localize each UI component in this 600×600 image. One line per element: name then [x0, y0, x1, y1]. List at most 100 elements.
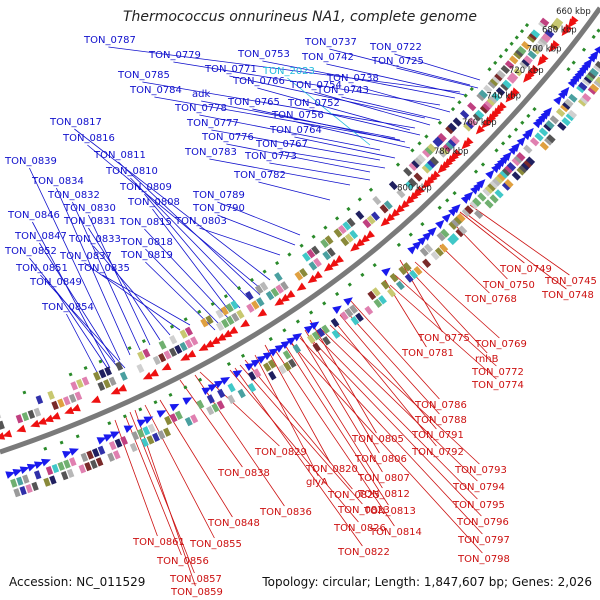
reverse-gene-label[interactable]: TON_0794 — [452, 482, 505, 493]
forward-gene-label[interactable]: TON_0817 — [49, 117, 102, 128]
forward-gene-label[interactable]: TON_0773 — [244, 151, 297, 162]
position-marker — [236, 286, 242, 291]
forward-gene-label[interactable]: TON_0803 — [174, 216, 227, 227]
reverse-gene-label[interactable]: TON_0793 — [454, 465, 507, 476]
forward-gene-label[interactable]: TON_0835 — [77, 263, 130, 274]
forward-gene-label[interactable]: TON_0854 — [41, 302, 94, 313]
forward-gene-label[interactable]: TON_0743 — [316, 85, 369, 96]
forward-gene-label[interactable]: TON_0742 — [301, 52, 354, 63]
reverse-gene-label[interactable]: TON_0856 — [156, 556, 209, 567]
reverse-gene-label[interactable]: TON_0750 — [482, 280, 535, 291]
forward-gene-label[interactable]: TON_0766 — [232, 76, 285, 87]
reverse-gene-label[interactable]: TON_0786 — [414, 400, 467, 411]
reverse-gene-arrow — [395, 204, 405, 214]
forward-gene-label[interactable]: TON_0832 — [47, 190, 100, 201]
reverse-gene-label[interactable]: TON_0781 — [401, 348, 454, 359]
forward-gene-label[interactable]: TON_0787 — [83, 35, 136, 46]
forward-gene-label[interactable]: TON_0767 — [255, 139, 308, 150]
reverse-gene-label[interactable]: TON_0838 — [217, 468, 270, 479]
forward-gene-label[interactable]: TON_0778 — [174, 103, 227, 114]
reverse-gene-label[interactable]: TON_0813 — [363, 506, 416, 517]
reverse-gene-label[interactable]: TON_0768 — [464, 294, 517, 305]
reverse-gene-label[interactable]: TON_0797 — [457, 535, 510, 546]
reverse-gene-label[interactable]: TON_0829 — [254, 447, 307, 458]
forward-gene-label[interactable]: TON_0833 — [68, 234, 121, 245]
feature-block — [500, 64, 510, 75]
reverse-gene-label[interactable]: TON_0775 — [417, 333, 470, 344]
forward-gene-label[interactable]: TON_0834 — [31, 176, 84, 187]
reverse-gene-label[interactable]: TON_0791 — [411, 430, 464, 441]
reverse-gene-label[interactable]: TON_0795 — [452, 500, 505, 511]
forward-gene-label[interactable]: TON_2023 — [262, 66, 315, 77]
forward-gene-label[interactable]: TON_0785 — [117, 70, 170, 81]
forward-gene-label[interactable]: TON_0819 — [120, 250, 173, 261]
forward-gene-label[interactable]: TON_0725 — [371, 56, 424, 67]
reverse-gene-label[interactable]: TON_0812 — [357, 489, 410, 500]
reverse-gene-label[interactable]: TON_0748 — [541, 290, 594, 301]
forward-gene-label[interactable]: TON_0816 — [62, 133, 115, 144]
reverse-gene-label[interactable]: TON_0769 — [474, 339, 527, 350]
position-marker — [335, 291, 340, 297]
reverse-gene-label[interactable]: TON_0836 — [259, 507, 312, 518]
reverse-gene-label[interactable]: TON_0772 — [471, 367, 524, 378]
forward-gene-label[interactable]: TON_0789 — [192, 190, 245, 201]
kbp-tick-label: 760 kbp — [462, 118, 497, 128]
reverse-gene-label[interactable]: TON_0822 — [337, 547, 390, 558]
reverse-gene-label[interactable]: TON_0861 — [132, 537, 185, 548]
reverse-gene-label[interactable]: TON_0859 — [170, 587, 223, 598]
forward-gene-label[interactable]: TON_0756 — [271, 110, 324, 121]
forward-gene-label[interactable]: TON_0782 — [233, 170, 286, 181]
reverse-gene-label[interactable]: TON_0807 — [357, 473, 410, 484]
forward-gene-label[interactable]: TON_0754 — [289, 80, 342, 91]
reverse-gene-label[interactable]: TON_0857 — [169, 574, 222, 585]
reverse-gene-label[interactable]: TON_0820 — [305, 464, 358, 475]
forward-gene-label[interactable]: TON_0765 — [227, 97, 280, 108]
reverse-gene-label[interactable]: TON_0798 — [457, 554, 510, 565]
forward-gene-label[interactable]: TON_0784 — [129, 85, 182, 96]
reverse-gene-label[interactable]: TON_0774 — [471, 380, 524, 391]
forward-gene-label[interactable]: TON_0837 — [59, 251, 112, 262]
reverse-gene-label[interactable]: TON_0826 — [333, 523, 386, 534]
forward-gene-label[interactable]: TON_0737 — [304, 37, 357, 48]
forward-gene-label[interactable]: TON_0790 — [192, 203, 245, 214]
forward-gene-label[interactable]: TON_0771 — [204, 64, 257, 75]
forward-gene-label[interactable]: TON_0851 — [15, 263, 68, 274]
forward-gene-label[interactable]: TON_0818 — [120, 237, 173, 248]
reverse-gene-label[interactable]: TON_0823 — [337, 505, 390, 516]
forward-gene-label[interactable]: TON_0738 — [326, 73, 379, 84]
forward-gene-label[interactable]: TON_0783 — [184, 147, 237, 158]
reverse-gene-label[interactable]: TON_0749 — [499, 264, 552, 275]
forward-gene-label[interactable]: TON_0852 — [4, 246, 57, 257]
reverse-gene-label[interactable]: TON_0788 — [414, 415, 467, 426]
forward-gene-label[interactable]: TON_0830 — [63, 203, 116, 214]
reverse-gene-label[interactable]: TON_0825 — [327, 490, 380, 501]
forward-gene-label[interactable]: TON_0839 — [4, 156, 57, 167]
reverse-gene-label[interactable]: TON_0806 — [354, 454, 407, 465]
reverse-gene-label[interactable]: TON_0855 — [189, 539, 242, 550]
forward-gene-label[interactable]: TON_0846 — [7, 210, 60, 221]
forward-gene-label[interactable]: TON_0752 — [287, 98, 340, 109]
reverse-gene-label[interactable]: TON_0792 — [411, 447, 464, 458]
forward-gene-label[interactable]: TON_0809 — [119, 182, 172, 193]
forward-gene-label[interactable]: TON_0831 — [63, 216, 116, 227]
reverse-gene-label[interactable]: TON_0745 — [544, 276, 597, 287]
forward-gene-label[interactable]: TON_0753 — [237, 49, 290, 60]
reverse-gene-label[interactable]: TON_0805 — [351, 434, 404, 445]
forward-gene-label[interactable]: TON_0722 — [369, 42, 422, 53]
forward-gene-label[interactable]: TON_0811 — [93, 150, 146, 161]
forward-gene-label[interactable]: TON_0810 — [105, 166, 158, 177]
forward-gene-label[interactable]: TON_0808 — [127, 197, 180, 208]
forward-gene-label[interactable]: TON_0847 — [14, 231, 67, 242]
forward-gene-label[interactable]: TON_0764 — [269, 125, 322, 136]
reverse-gene-label[interactable]: glyA — [306, 477, 328, 488]
reverse-gene-label[interactable]: TON_0796 — [456, 517, 509, 528]
reverse-gene-label[interactable]: TON_0848 — [207, 518, 260, 529]
reverse-gene-label[interactable]: rnhB — [475, 354, 499, 365]
forward-gene-label[interactable]: TON_0815 — [119, 217, 172, 228]
forward-gene-label[interactable]: adk — [192, 89, 210, 100]
forward-gene-label[interactable]: TON_0779 — [148, 50, 201, 61]
forward-gene-label[interactable]: TON_0849 — [29, 277, 82, 288]
forward-gene-label[interactable]: TON_0776 — [201, 132, 254, 143]
reverse-gene-label[interactable]: TON_0814 — [369, 527, 422, 538]
forward-gene-label[interactable]: TON_0777 — [186, 118, 239, 129]
